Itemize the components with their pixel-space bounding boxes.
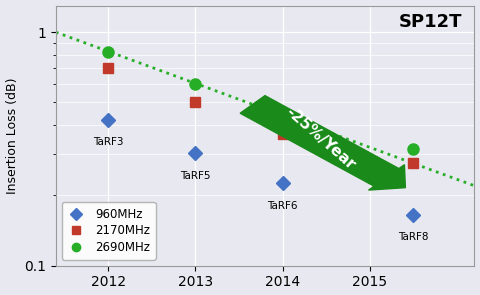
2690MHz: [105, 50, 111, 54]
960MHz: [192, 151, 198, 154]
2170MHz: [192, 101, 198, 104]
Line: 2690MHz: 2690MHz: [103, 47, 419, 155]
960MHz: [280, 182, 286, 185]
Legend: 960MHz, 2170MHz, 2690MHz: 960MHz, 2170MHz, 2690MHz: [62, 202, 156, 260]
Text: TaRF5: TaRF5: [180, 171, 211, 181]
2690MHz: [192, 82, 198, 86]
2690MHz: [410, 148, 416, 151]
2690MHz: [280, 116, 286, 119]
Text: -25%/Year: -25%/Year: [283, 104, 358, 173]
Text: SP12T: SP12T: [398, 13, 462, 31]
2170MHz: [105, 67, 111, 70]
2170MHz: [410, 161, 416, 165]
Y-axis label: Insertion Loss (dB): Insertion Loss (dB): [6, 77, 19, 194]
2170MHz: [280, 133, 286, 136]
Line: 2170MHz: 2170MHz: [103, 63, 418, 168]
Text: TaRF6: TaRF6: [267, 201, 298, 211]
Text: TaRF3: TaRF3: [93, 137, 123, 147]
Text: TaRF8: TaRF8: [398, 232, 429, 242]
Line: 960MHz: 960MHz: [103, 115, 418, 220]
FancyArrow shape: [240, 96, 406, 190]
960MHz: [105, 118, 111, 122]
960MHz: [410, 213, 416, 217]
